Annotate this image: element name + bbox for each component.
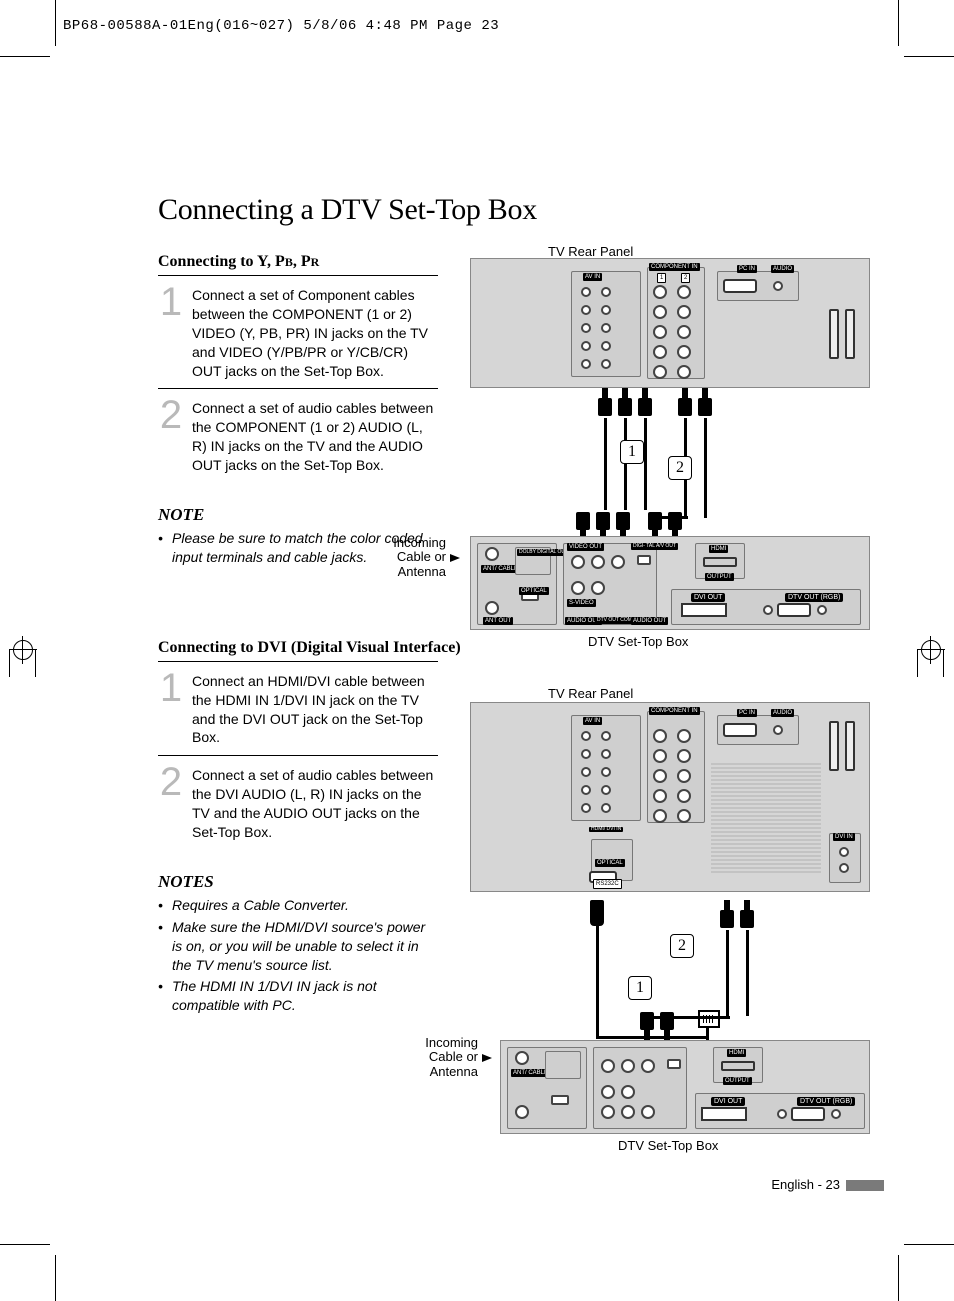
port-label: AUDIO <box>771 709 794 717</box>
dvi-plug-icon <box>698 1010 720 1028</box>
step-2: 2 Connect a set of audio cables between … <box>158 388 438 483</box>
step-body: Connect a set of audio cables between th… <box>192 399 438 475</box>
hdmi-slot-icon <box>845 721 855 771</box>
divider <box>158 661 438 662</box>
port-label: 2 <box>681 273 690 283</box>
hdmi-slot-icon <box>845 309 855 359</box>
port-label: AV IN <box>583 273 602 281</box>
port-label: PC IN <box>737 265 757 273</box>
slot-icon <box>829 309 839 359</box>
notes-list: Requires a Cable Converter. Make sure th… <box>158 896 438 1015</box>
port-label: OPTICAL <box>519 587 549 595</box>
cable-plug-icon <box>660 1010 674 1040</box>
cable-plug-icon <box>698 388 712 418</box>
tv-rear-panel-b: AV IN COMPONENT IN PC IN AUDIO HDMI/ DVI… <box>470 702 870 892</box>
step-1: 1 Connect an HDMI/DVI cable between the … <box>158 668 438 756</box>
section-b-heading: Connecting to DVI (Digital Visual Interf… <box>158 639 888 657</box>
port-label: HDMI <box>709 545 728 553</box>
port-label: OUTPUT <box>723 1077 752 1085</box>
arrow-icon <box>482 1054 492 1062</box>
cable-plug-icon <box>618 388 632 418</box>
port-label: PC IN <box>737 709 757 717</box>
step-body: Connect a set of Component cables betwee… <box>192 286 438 380</box>
cable-plug-icon <box>740 900 754 930</box>
tv-rear-panel: AV IN COMPONENT IN 1 2 PC IN AUDIO <box>470 258 870 388</box>
port-label: HDMI/ DVI IN <box>589 827 623 832</box>
step-1: 1 Connect a set of Component cables betw… <box>158 282 438 388</box>
callout-2: 2 <box>670 934 694 958</box>
note-item: Make sure the HDMI/DVI source's power is… <box>158 918 438 975</box>
note-heading: NOTE <box>158 505 888 525</box>
cable-plug-icon <box>638 388 652 418</box>
registration-mark-icon <box>13 640 33 660</box>
step-body: Connect a set of audio cables between th… <box>192 766 438 842</box>
callout-1: 1 <box>620 440 644 464</box>
port-label: AV IN <box>583 717 602 725</box>
print-slug: BP68-00588A-01Eng(016~027) 5/8/06 4:48 P… <box>63 18 499 34</box>
port-label: S-VIDEO <box>567 599 596 607</box>
registration-mark-icon <box>921 640 941 660</box>
arrow-icon <box>450 554 460 562</box>
page-title: Connecting a DTV Set-Top Box <box>158 193 888 227</box>
hdmi-plug-icon <box>590 900 604 926</box>
vga-port-icon <box>723 279 757 293</box>
port-label: DVI OUT <box>691 593 725 602</box>
footer-bar-icon <box>846 1180 884 1191</box>
port-label: DTV OUT (RGB) <box>785 593 843 602</box>
port-label: DTV OUT (RGB) <box>797 1097 855 1106</box>
port-label: RS232C <box>593 879 622 889</box>
port-label: COMPONENT IN <box>649 263 700 271</box>
port-label: ANT OUT <box>483 617 513 625</box>
callout-1: 1 <box>628 976 652 1000</box>
vga-port-icon <box>777 603 811 617</box>
cable-plug-icon <box>678 388 692 418</box>
port-label: VIDEO OUT <box>567 543 604 551</box>
footer-text: English - 23 <box>771 1177 840 1192</box>
page-footer: English - 23 <box>771 1177 884 1192</box>
cable-plug-icon <box>640 1010 654 1040</box>
stb-label: DTV Set-Top Box <box>618 1138 718 1153</box>
port-label: DVI IN <box>833 833 855 841</box>
port-label: 1 <box>657 273 666 283</box>
port-label: OUTPUT <box>705 573 734 581</box>
port-label: AUDIO <box>771 265 794 273</box>
stb-panel-b: ANT/ CABLE IN HDMI OUTPUT DVI OUT DTV OU… <box>500 1040 870 1134</box>
incoming-cable-label: Incoming Cable or Antenna <box>386 536 446 579</box>
divider <box>158 275 438 276</box>
port-label: OPTICAL <box>595 859 625 867</box>
stb-panel: ANT/ CABLE IN DOLBY DIGITAL OUT OPTICAL … <box>470 536 870 630</box>
tv-rear-label: TV Rear Panel <box>548 244 633 259</box>
port-label: DVI OUT <box>711 1097 745 1106</box>
cable-plug-icon <box>598 388 612 418</box>
port-label: AUDIO OUT <box>631 617 668 625</box>
step-number: 2 <box>158 399 184 475</box>
step-number: 1 <box>158 672 184 748</box>
step-number: 1 <box>158 286 184 380</box>
port-label: DIGI- TAL A/V OUT <box>631 543 678 550</box>
note-item: The HDMI IN 1/DVI IN jack is not compati… <box>158 977 438 1015</box>
port-label: COMPONENT IN <box>649 707 700 715</box>
step-body: Connect an HDMI/DVI cable between the HD… <box>192 672 438 748</box>
tv-rear-label: TV Rear Panel <box>548 686 633 701</box>
stb-label: DTV Set-Top Box <box>588 634 688 649</box>
note-item: Requires a Cable Converter. <box>158 896 438 915</box>
cable-plug-icon <box>720 900 734 930</box>
callout-2: 2 <box>668 456 692 480</box>
port-label: HDMI <box>727 1049 746 1057</box>
incoming-cable-label: Incoming Cable or Antenna <box>418 1036 478 1079</box>
page: BP68-00588A-01Eng(016~027) 5/8/06 4:48 P… <box>0 0 954 1301</box>
step-number: 2 <box>158 766 184 842</box>
step-2: 2 Connect a set of audio cables between … <box>158 755 438 850</box>
